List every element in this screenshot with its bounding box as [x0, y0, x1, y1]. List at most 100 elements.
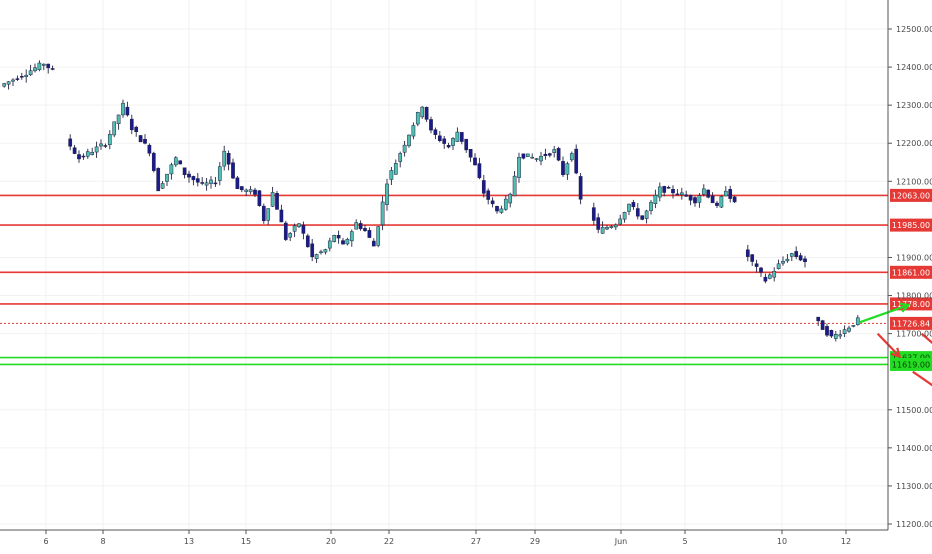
- candle-down: [156, 168, 161, 192]
- candle-up: [169, 164, 174, 175]
- candle-up: [217, 166, 222, 181]
- candle-down: [151, 152, 156, 171]
- candle-down: [468, 148, 473, 158]
- candle-up: [530, 156, 535, 159]
- candle-down: [15, 78, 20, 80]
- candle-down: [429, 119, 433, 131]
- candle-down: [662, 186, 667, 193]
- candle-up: [24, 74, 29, 77]
- candle-up: [838, 334, 843, 337]
- level-label: 12063.00: [892, 191, 930, 200]
- candle-up: [244, 189, 249, 192]
- time-axis-label: 15: [241, 537, 251, 546]
- candle-up: [6, 81, 11, 85]
- candle-down: [68, 138, 73, 147]
- candle-up: [402, 144, 407, 153]
- candle-down: [367, 230, 372, 238]
- level-label-box: [890, 357, 932, 371]
- candle-down: [125, 106, 130, 116]
- candle-up: [393, 163, 398, 175]
- candle-up: [332, 234, 337, 242]
- price-axis-label: 11800.00: [896, 292, 932, 301]
- candle-down: [257, 190, 262, 206]
- candle-up: [420, 106, 425, 118]
- price-axis-label: 11900.00: [896, 253, 932, 262]
- candle-down: [200, 182, 205, 184]
- candle-up: [503, 198, 508, 210]
- candle-up: [719, 196, 724, 208]
- candle-down: [486, 190, 491, 200]
- candle-down: [543, 153, 548, 156]
- candle-up: [499, 208, 504, 213]
- candle-down: [336, 235, 341, 239]
- candle-up: [451, 138, 455, 146]
- level-label-box: [890, 188, 932, 202]
- candle-down: [631, 202, 636, 208]
- candle-down: [521, 153, 526, 159]
- candle-up: [323, 249, 328, 253]
- candle-up: [605, 227, 609, 230]
- candle-up: [697, 195, 702, 203]
- candle-down: [187, 173, 191, 178]
- price-axis-label: 11700.00: [896, 330, 932, 339]
- candle-down: [578, 176, 583, 200]
- trend-arrow-shaft: [912, 370, 932, 387]
- candle-down: [728, 189, 733, 199]
- candle-down: [763, 276, 768, 282]
- candle-down: [301, 224, 306, 234]
- time-axis-label: 5: [682, 537, 687, 546]
- candle-up: [539, 155, 543, 162]
- candle-up: [107, 134, 112, 145]
- candle-up: [517, 157, 521, 178]
- candle-down: [556, 148, 561, 161]
- candle-up: [297, 223, 301, 227]
- candle-up: [85, 151, 90, 157]
- candle-down: [235, 177, 240, 190]
- price-axis-label: 11200.00: [896, 520, 932, 529]
- candle-down: [745, 249, 750, 257]
- candle-up: [385, 183, 389, 205]
- level-label: 11985.00: [892, 221, 930, 230]
- candle-up: [90, 151, 95, 155]
- grid-layer: [0, 0, 888, 530]
- candle-up: [314, 254, 319, 259]
- candle-up: [644, 210, 649, 219]
- candle-up: [851, 325, 856, 327]
- candle-up: [345, 239, 350, 245]
- candle-down: [688, 195, 693, 201]
- candle-up: [653, 194, 658, 205]
- candle-up: [411, 125, 416, 137]
- candle-up: [569, 153, 574, 161]
- candle-down: [134, 126, 139, 132]
- candle-down: [459, 132, 464, 142]
- candle-down: [283, 222, 288, 240]
- candle-down: [671, 189, 675, 194]
- candle-down: [275, 192, 279, 210]
- levels-layer: 12063.00 11985.00 11861.00 11778.00 11726.84…: [0, 188, 932, 371]
- candle-down: [77, 154, 81, 160]
- candle-up: [657, 186, 662, 198]
- candle-down: [825, 326, 829, 336]
- candle-up: [508, 193, 513, 204]
- candle-down: [477, 163, 482, 179]
- candle-down: [750, 254, 755, 262]
- candle-down: [81, 155, 86, 158]
- candle-down: [213, 182, 218, 185]
- trend-arrow-head: [890, 347, 902, 359]
- candle-up: [266, 208, 271, 221]
- candle-up: [248, 189, 253, 193]
- candle-up: [222, 150, 227, 167]
- candle-down: [684, 194, 689, 197]
- candle-up: [776, 263, 781, 269]
- candle-up: [319, 251, 323, 254]
- candle-up: [525, 153, 530, 157]
- candle-down: [794, 251, 799, 257]
- candle-down: [437, 135, 442, 141]
- trend-arrow-head: [899, 302, 911, 313]
- candle-down: [239, 186, 244, 191]
- level-label: 11619.00: [892, 360, 930, 369]
- candle-down: [231, 162, 235, 179]
- trend-arrow-shaft: [876, 332, 901, 358]
